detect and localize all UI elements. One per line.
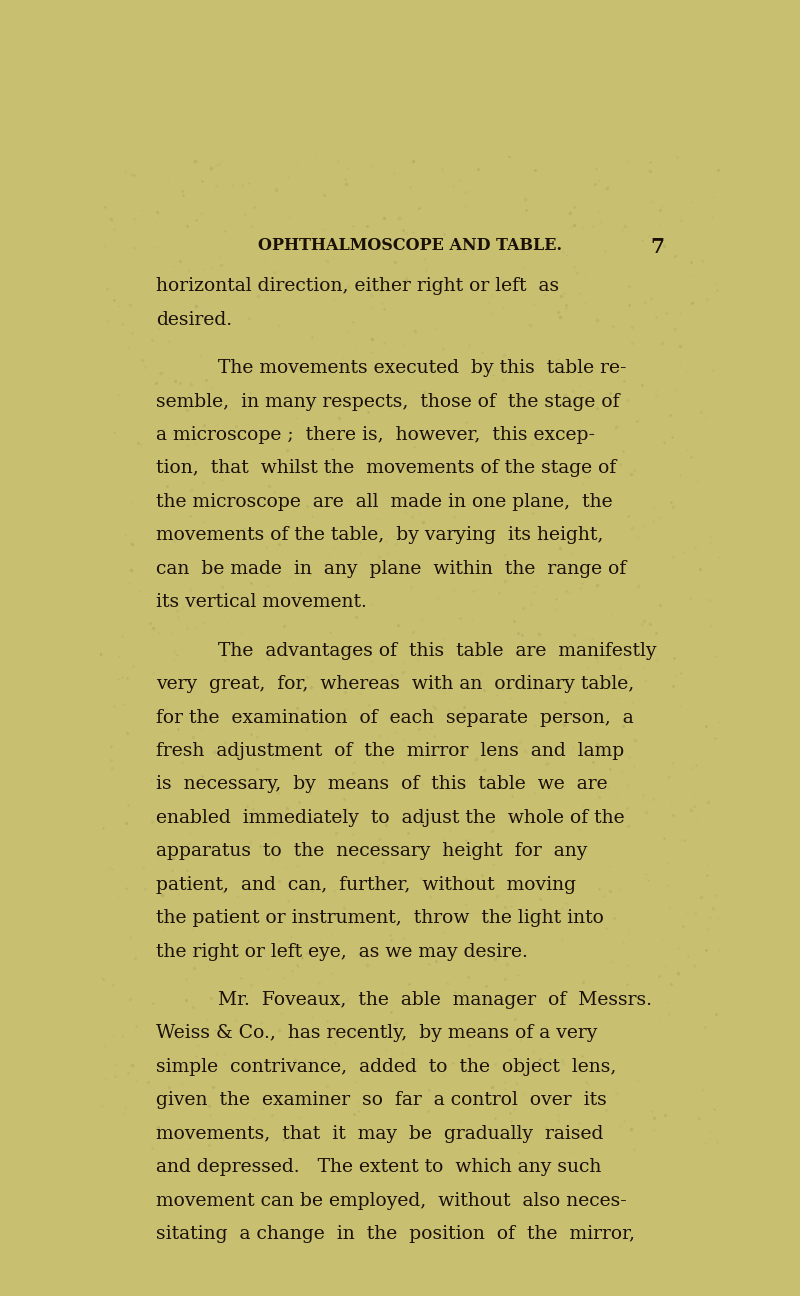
Text: enabled  immediately  to  adjust the  whole of the: enabled immediately to adjust the whole … (156, 809, 625, 827)
Text: patient,  and  can,  further,  without  moving: patient, and can, further, without movin… (156, 876, 576, 894)
Text: Mr.  Foveaux,  the  able  manager  of  Messrs.: Mr. Foveaux, the able manager of Messrs. (218, 991, 652, 1010)
Text: very  great,  for,  whereas  with an  ordinary table,: very great, for, whereas with an ordinar… (156, 675, 634, 693)
Text: horizontal direction, either right or left  as: horizontal direction, either right or le… (156, 277, 559, 295)
Text: the patient or instrument,  throw  the light into: the patient or instrument, throw the lig… (156, 908, 604, 927)
Text: The movements executed  by this  table re-: The movements executed by this table re- (218, 359, 626, 377)
Text: and depressed.   The extent to  which any such: and depressed. The extent to which any s… (156, 1159, 601, 1177)
Text: semble,  in many respects,  those of  the stage of: semble, in many respects, those of the s… (156, 393, 619, 411)
Text: the microscope  are  all  made in one plane,  the: the microscope are all made in one plane… (156, 492, 613, 511)
Text: its vertical movement.: its vertical movement. (156, 594, 366, 612)
Text: the right or left eye,  as we may desire.: the right or left eye, as we may desire. (156, 942, 528, 960)
Text: tion,  that  whilst the  movements of the stage of: tion, that whilst the movements of the s… (156, 460, 616, 477)
Text: movements,  that  it  may  be  gradually  raised: movements, that it may be gradually rais… (156, 1125, 603, 1143)
Text: simple  contrivance,  added  to  the  object  lens,: simple contrivance, added to the object … (156, 1058, 616, 1076)
Text: OPHTHALMOSCOPE AND TABLE.: OPHTHALMOSCOPE AND TABLE. (258, 237, 562, 254)
Text: is  necessary,  by  means  of  this  table  we  are: is necessary, by means of this table we … (156, 775, 607, 793)
Text: 7: 7 (650, 237, 664, 258)
Text: for the  examination  of  each  separate  person,  a: for the examination of each separate per… (156, 709, 634, 727)
Text: desired.: desired. (156, 311, 232, 329)
Text: given  the  examiner  so  far  a control  over  its: given the examiner so far a control over… (156, 1091, 606, 1109)
Text: apparatus  to  the  necessary  height  for  any: apparatus to the necessary height for an… (156, 842, 587, 861)
Text: fresh  adjustment  of  the  mirror  lens  and  lamp: fresh adjustment of the mirror lens and … (156, 741, 624, 759)
Text: The  advantages of  this  table  are  manifestly: The advantages of this table are manifes… (218, 642, 656, 660)
Text: a microscope ;  there is,  however,  this excep-: a microscope ; there is, however, this e… (156, 426, 594, 445)
Text: sitating  a change  in  the  position  of  the  mirror,: sitating a change in the position of the… (156, 1225, 635, 1243)
Text: movement can be employed,  without  also neces-: movement can be employed, without also n… (156, 1191, 626, 1209)
Text: can  be made  in  any  plane  within  the  range of: can be made in any plane within the rang… (156, 560, 626, 578)
Text: movements of the table,  by varying  its height,: movements of the table, by varying its h… (156, 526, 603, 544)
Text: Weiss & Co.,  has recently,  by means of a very: Weiss & Co., has recently, by means of a… (156, 1024, 597, 1042)
